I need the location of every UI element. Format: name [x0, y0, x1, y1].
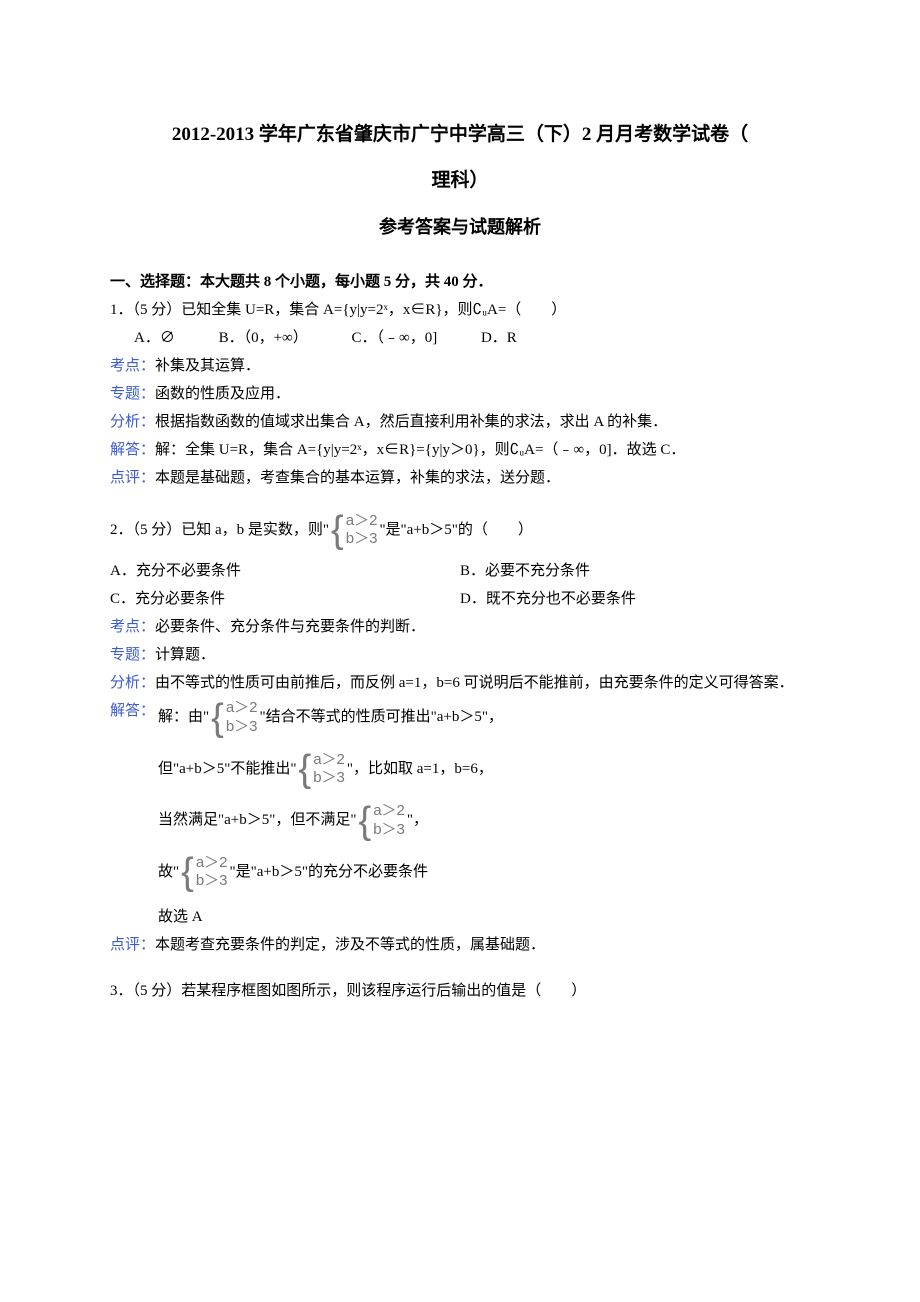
q1-opt-a: A．∅	[134, 326, 175, 350]
bracket-row2: b＞3	[196, 872, 228, 891]
title-main: 2012-2013 学年广东省肇庆市广宁中学高三（下）2 月月考数学试卷（	[110, 120, 810, 150]
q1-opt-c: C．（﹣∞，0]	[352, 326, 438, 350]
question-3: 3．（5 分）若某程序框图如图所示，则该程序运行后输出的值是（ ）	[110, 979, 810, 1003]
q2-jieda-line3: 当然满足"a+b＞5"，但不满足"{a＞2b＞3"，	[110, 802, 810, 840]
q2-ans-l2-after: "，比如取 a=1，b=6，	[347, 761, 493, 777]
q2-stem-after: "是"a+b＞5"的（ ）	[379, 522, 533, 538]
q2-dianping-text: 本题考查充要条件的判定，涉及不等式的性质，属基础题．	[155, 933, 810, 957]
q1-kaodian-text: 补集及其运算．	[155, 354, 810, 378]
bracket-expr: {a＞2b＞3	[181, 854, 227, 892]
q2-jieda-line4: 故"{a＞2b＞3"是"a+b＞5"的充分不必要条件	[110, 854, 810, 892]
q3-stem: 3．（5 分）若某程序框图如图所示，则该程序运行后输出的值是（ ）	[110, 979, 810, 1003]
bracket-row1: a＞2	[226, 699, 258, 718]
title-section: 参考答案与试题解析	[110, 213, 810, 242]
bracket-row1: a＞2	[196, 854, 228, 873]
q2-fenxi: 分析： 由不等式的性质可由前推后，而反例 a=1，b=6 可说明后不能推前，由充…	[110, 671, 810, 695]
brace-icon: {	[211, 701, 224, 735]
q1-opt-b: B．（0，+∞）	[219, 326, 308, 350]
label-jieda: 解答：	[110, 699, 158, 737]
q1-zhuanti: 专题： 函数的性质及应用．	[110, 382, 810, 406]
q2-options-row1: A．充分不必要条件 B．必要不充分条件	[110, 559, 810, 583]
q2-dianping: 点评： 本题考查充要条件的判定，涉及不等式的性质，属基础题．	[110, 933, 810, 957]
q2-zhuanti-text: 计算题．	[155, 643, 810, 667]
bracket-row2: b＞3	[346, 530, 378, 549]
bracket-row1: a＞2	[373, 802, 405, 821]
q1-dianping-text: 本题是基础题，考查集合的基本运算，补集的求法，送分题．	[155, 466, 810, 490]
q2-ans-l3-before: 当然满足"a+b＞5"，但不满足"	[158, 812, 357, 828]
q2-jieda-line1: 解答： 解：由"{a＞2b＞3"结合不等式的性质可推出"a+b＞5"，	[110, 699, 810, 737]
bracket-row1: a＞2	[346, 512, 378, 531]
label-zhuanti: 专题：	[110, 643, 155, 667]
q2-fenxi-text: 由不等式的性质可由前推后，而反例 a=1，b=6 可说明后不能推前，由充要条件的…	[155, 671, 810, 695]
bracket-expr: {a＞2b＞3	[299, 751, 345, 789]
label-fenxi: 分析：	[110, 410, 155, 434]
q1-fenxi: 分析： 根据指数函数的值域求出集合 A，然后直接利用补集的求法，求出 A 的补集…	[110, 410, 810, 434]
q1-jieda-text: 解：全集 U=R，集合 A={y|y=2ˣ，x∈R}={y|y＞0}，则∁ᵤA=…	[155, 438, 810, 462]
bracket-expr: {a＞2b＞3	[359, 802, 405, 840]
bracket-row2: b＞3	[226, 718, 258, 737]
q1-options: A．∅ B．（0，+∞） C．（﹣∞，0] D．R	[110, 326, 810, 350]
q2-ans-l1-before: 解：由"	[158, 709, 209, 725]
bracket-row2: b＞3	[313, 769, 345, 788]
q2-jieda-line5: 故选 A	[110, 905, 810, 929]
q2-kaodian-text: 必要条件、充分条件与充要条件的判断．	[155, 615, 810, 639]
q1-zhuanti-text: 函数的性质及应用．	[155, 382, 810, 406]
q2-opt-c: C．充分必要条件	[110, 587, 460, 611]
q2-ans-l4-after: "是"a+b＞5"的充分不必要条件	[230, 864, 429, 880]
q2-ans-l4-before: 故"	[158, 864, 179, 880]
label-kaodian: 考点：	[110, 354, 155, 378]
q2-opt-d: D．既不充分也不必要条件	[460, 587, 810, 611]
title-sub: 理科）	[110, 166, 810, 196]
q1-jieda: 解答： 解：全集 U=R，集合 A={y|y=2ˣ，x∈R}={y|y＞0}，则…	[110, 438, 810, 462]
bracket-row1: a＞2	[313, 751, 345, 770]
label-dianping: 点评：	[110, 466, 155, 490]
q2-opt-b: B．必要不充分条件	[460, 559, 810, 583]
q2-stem: 2．（5 分）已知 a，b 是实数，则"{a＞2b＞3"是"a+b＞5"的（ ）	[110, 512, 810, 550]
q2-ans-l3-after: "，	[407, 812, 428, 828]
brace-icon: {	[359, 804, 372, 838]
question-1: 1．（5 分）已知全集 U=R，集合 A={y|y=2ˣ，x∈R}，则∁ᵤA=（…	[110, 298, 810, 490]
brace-icon: {	[181, 855, 194, 889]
label-jieda: 解答：	[110, 438, 155, 462]
q1-opt-d: D．R	[481, 326, 517, 350]
q2-ans-l2-before: 但"a+b＞5"不能推出"	[158, 761, 297, 777]
q2-zhuanti: 专题： 计算题．	[110, 643, 810, 667]
q2-jieda-line2: 但"a+b＞5"不能推出"{a＞2b＞3"，比如取 a=1，b=6，	[110, 751, 810, 789]
label-dianping: 点评：	[110, 933, 155, 957]
q1-stem: 1．（5 分）已知全集 U=R，集合 A={y|y=2ˣ，x∈R}，则∁ᵤA=（…	[110, 298, 810, 322]
q2-options-row2: C．充分必要条件 D．既不充分也不必要条件	[110, 587, 810, 611]
brace-icon: {	[331, 513, 344, 547]
label-zhuanti: 专题：	[110, 382, 155, 406]
q2-kaodian: 考点： 必要条件、充分条件与充要条件的判断．	[110, 615, 810, 639]
label-kaodian: 考点：	[110, 615, 155, 639]
q1-dianping: 点评： 本题是基础题，考查集合的基本运算，补集的求法，送分题．	[110, 466, 810, 490]
bracket-row2: b＞3	[373, 821, 405, 840]
q1-fenxi-text: 根据指数函数的值域求出集合 A，然后直接利用补集的求法，求出 A 的补集．	[155, 410, 810, 434]
q2-opt-a: A．充分不必要条件	[110, 559, 460, 583]
q2-ans-l1-after: "结合不等式的性质可推出"a+b＞5"，	[260, 709, 504, 725]
label-fenxi: 分析：	[110, 671, 155, 695]
brace-icon: {	[299, 752, 312, 786]
question-2: 2．（5 分）已知 a，b 是实数，则"{a＞2b＞3"是"a+b＞5"的（ ）…	[110, 512, 810, 958]
bracket-expr: {a＞2b＞3	[331, 512, 377, 550]
bracket-expr: {a＞2b＞3	[211, 699, 257, 737]
section-header: 一、选择题：本大题共 8 个小题，每小题 5 分，共 40 分．	[110, 270, 810, 294]
q1-kaodian: 考点： 补集及其运算．	[110, 354, 810, 378]
q2-stem-before: 2．（5 分）已知 a，b 是实数，则"	[110, 522, 329, 538]
